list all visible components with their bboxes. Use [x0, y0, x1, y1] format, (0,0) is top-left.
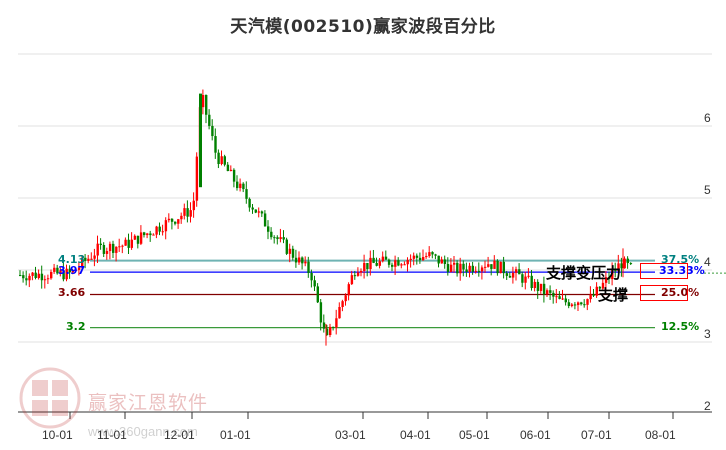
y-tick-label: 6: [704, 111, 711, 125]
watermark-url: www.360gann.com: [88, 424, 198, 439]
x-tick-label: 01-01: [220, 428, 251, 442]
x-tick-label: 05-01: [459, 428, 490, 442]
chart-title: 天汽模(002510)赢家波段百分比: [230, 17, 496, 37]
watermark-name: 赢家江恩软件: [88, 392, 209, 414]
x-tick-label: 03-01: [335, 428, 366, 442]
x-axis: [18, 411, 712, 419]
y-tick-label: 4: [704, 255, 711, 269]
x-tick-label: 08-01: [645, 428, 676, 442]
y-tick-label: 3: [704, 327, 711, 341]
x-tick-label: 07-01: [581, 428, 612, 442]
level-value-label: 3.2: [66, 319, 86, 333]
level-value-label: 3.97: [58, 264, 86, 278]
candlesticks: [19, 89, 633, 346]
x-tick-label: 11-01: [97, 428, 127, 442]
y-tick-label: 2: [704, 399, 711, 413]
x-tick-label: 04-01: [400, 428, 431, 442]
x-tick-label: 06-01: [520, 428, 551, 442]
level-percent-label: 37.5%: [661, 252, 700, 266]
level-value-label: 4.13: [58, 252, 86, 266]
level-percent-label: 12.5%: [661, 319, 700, 333]
level-highlight-box: [640, 263, 688, 280]
level-highlight-box: [640, 285, 688, 302]
annotation-text: 支撑变压力: [546, 264, 622, 282]
level-value-label: 3.66: [58, 286, 86, 300]
watermark-logo-icon: [19, 367, 81, 429]
level-percent-label: 25.0%: [661, 286, 700, 300]
x-tick-label: 12-01: [164, 428, 195, 442]
level-lines: [90, 259, 726, 329]
x-tick-label: 10-01: [42, 428, 73, 442]
y-tick-label: 5: [704, 183, 711, 197]
annotation-text: 支撑: [598, 286, 629, 304]
level-percent-label: 33.33%: [659, 264, 705, 278]
